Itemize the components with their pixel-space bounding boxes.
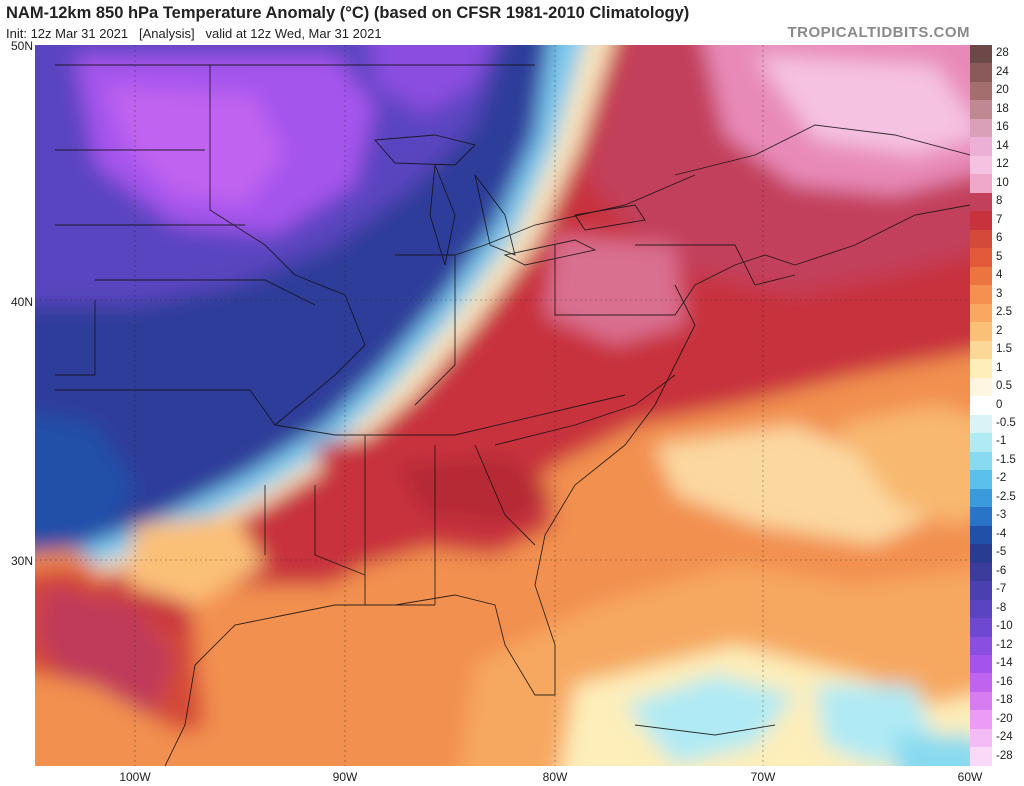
colorbar-label: 2.5 xyxy=(996,306,1012,319)
lon-label-80w: 80W xyxy=(542,770,568,784)
colorbar-label: -14 xyxy=(996,657,1013,670)
colorbar-segment xyxy=(970,303,992,323)
colorbar-segment xyxy=(970,562,992,582)
colorbar-label: 12 xyxy=(996,158,1009,171)
colorbar-label: -0.5 xyxy=(996,416,1016,429)
colorbar-label: -2 xyxy=(996,472,1007,485)
colorbar-segment xyxy=(970,137,992,156)
colorbar-segment xyxy=(970,192,992,212)
colorbar-label: -28 xyxy=(996,749,1013,762)
colorbar-segment xyxy=(970,377,992,397)
colorbar-label: 5 xyxy=(996,250,1003,263)
colorbar-label: -4 xyxy=(996,527,1007,540)
colorbar-label: 14 xyxy=(996,139,1009,152)
colorbar-label: 16 xyxy=(996,121,1009,134)
colorbar-label: 10 xyxy=(996,176,1009,189)
anomaly-map-graphic xyxy=(35,45,970,766)
colorbar-segment xyxy=(970,673,992,692)
colorbar-segment xyxy=(970,81,992,101)
colorbar-segment xyxy=(970,229,992,249)
colorbar-segment xyxy=(970,174,992,193)
lon-label-60w: 60W xyxy=(957,770,983,784)
lat-label-50n: 50N xyxy=(10,39,33,53)
anomaly-field xyxy=(35,45,970,766)
colorbar-segment xyxy=(970,433,992,452)
colorbar-segment xyxy=(970,525,992,545)
colorbar-segment xyxy=(970,266,992,286)
brand-watermark: TROPICALTIDBITS.COM xyxy=(787,24,970,41)
colorbar-label: 4 xyxy=(996,269,1003,282)
map-subtitle: Init: 12z Mar 31 2021 [Analysis] valid a… xyxy=(6,26,382,41)
colorbar-label: 0 xyxy=(996,398,1003,411)
anomaly-map xyxy=(35,45,970,766)
colorbar-segment xyxy=(970,728,992,748)
colorbar-label: -24 xyxy=(996,731,1013,744)
colorbar-segment xyxy=(970,636,992,655)
lon-label-70w: 70W xyxy=(750,770,776,784)
colorbar-segment xyxy=(970,63,992,82)
colorbar-label: 0.5 xyxy=(996,380,1012,392)
colorbar-label: -3 xyxy=(996,509,1007,522)
colorbar-label: -7 xyxy=(996,583,1007,596)
colorbar-segment xyxy=(970,747,992,766)
colorbar xyxy=(970,45,992,766)
colorbar-segment xyxy=(970,359,992,378)
colorbar-label: -2.5 xyxy=(996,490,1016,503)
graticule xyxy=(35,45,970,766)
colorbar-label: -1 xyxy=(996,435,1007,448)
colorbar-label: 7 xyxy=(996,213,1003,226)
colorbar-label: 2 xyxy=(996,324,1003,337)
lon-label-100w: 100W xyxy=(119,770,151,784)
colorbar-segment xyxy=(970,691,992,711)
colorbar-segment xyxy=(970,710,992,729)
colorbar-segment xyxy=(970,507,992,526)
valid-time: valid at 12z Wed, Mar 31 2021 xyxy=(205,26,382,41)
colorbar-label: 3 xyxy=(996,287,1003,300)
colorbar-segment xyxy=(970,155,992,175)
colorbar-label: 20 xyxy=(996,84,1009,97)
lat-label-40n: 40N xyxy=(10,295,33,309)
colorbar-segment xyxy=(970,285,992,304)
colorbar-label: -12 xyxy=(996,638,1013,651)
colorbar-segment xyxy=(970,396,992,415)
colorbar-segment xyxy=(970,100,992,119)
analysis-tag: [Analysis] xyxy=(138,26,195,41)
colorbar-segment xyxy=(970,340,992,360)
colorbar-label: -10 xyxy=(996,620,1013,633)
init-time: Init: 12z Mar 31 2021 xyxy=(6,26,129,41)
colorbar-segment xyxy=(970,211,992,230)
colorbar-label: -8 xyxy=(996,601,1007,614)
colorbar-segment xyxy=(970,248,992,267)
colorbar-segment xyxy=(970,470,992,489)
colorbar-segment xyxy=(970,118,992,138)
colorbar-segment xyxy=(970,414,992,434)
colorbar-label: 1.5 xyxy=(996,343,1012,356)
colorbar-label: 28 xyxy=(996,47,1009,60)
colorbar-label: 24 xyxy=(996,65,1009,78)
colorbar-label: 18 xyxy=(996,102,1009,115)
colorbar-label: -1.5 xyxy=(996,453,1016,466)
colorbar-label: 1 xyxy=(996,361,1003,374)
colorbar-segment xyxy=(970,488,992,508)
colorbar-segment xyxy=(970,618,992,637)
colorbar-label: -20 xyxy=(996,712,1013,725)
colorbar-label: 6 xyxy=(996,232,1003,245)
colorbar-segment xyxy=(970,581,992,600)
colorbar-label: -18 xyxy=(996,694,1013,707)
colorbar-segment xyxy=(970,599,992,619)
colorbar-segment xyxy=(970,654,992,674)
lat-label-30n: 30N xyxy=(10,554,33,568)
colorbar-label: -5 xyxy=(996,546,1007,559)
lon-label-90w: 90W xyxy=(332,770,358,784)
colorbar-label: -16 xyxy=(996,675,1013,688)
map-title: NAM-12km 850 hPa Temperature Anomaly (°C… xyxy=(6,4,690,22)
colorbar-segment xyxy=(970,451,992,471)
colorbar-label: -6 xyxy=(996,564,1007,577)
colorbar-segment xyxy=(970,544,992,563)
colorbar-label: 8 xyxy=(996,195,1003,208)
colorbar-segment xyxy=(970,322,992,341)
colorbar-segment xyxy=(970,45,992,64)
